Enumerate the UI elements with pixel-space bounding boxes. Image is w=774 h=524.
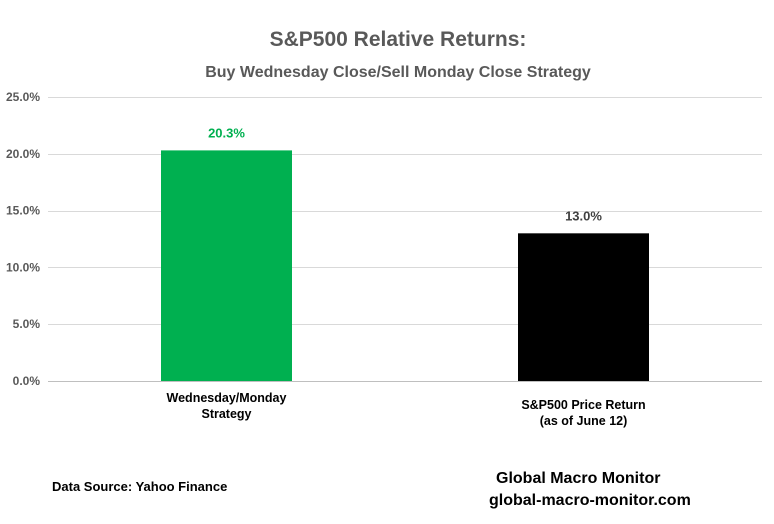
brand-url: global-macro-monitor.com bbox=[489, 492, 691, 509]
chart-subtitle: Buy Wednesday Close/Sell Monday Close St… bbox=[205, 64, 591, 81]
x-axis-categories: Wednesday/Monday Strategy S&P500 Price Ret… bbox=[167, 391, 646, 428]
data-source-note: Data Source: Yahoo Finance bbox=[52, 479, 228, 494]
data-label: 13.0% bbox=[565, 208, 602, 223]
category-label: S&P500 Price Return bbox=[521, 398, 645, 412]
data-labels: 20.3% 13.0% bbox=[208, 125, 602, 223]
y-tick-label: 20.0% bbox=[6, 147, 40, 161]
chart-title: S&P500 Relative Returns: bbox=[270, 28, 527, 51]
data-label: 20.3% bbox=[208, 125, 245, 140]
y-axis-ticks: 0.0% 5.0% 10.0% 15.0% 20.0% 25.0% bbox=[6, 90, 40, 388]
bar bbox=[518, 233, 649, 381]
bars bbox=[161, 150, 649, 381]
category-label: (as of June 12) bbox=[540, 414, 628, 428]
y-tick-label: 5.0% bbox=[13, 317, 41, 331]
y-tick-label: 15.0% bbox=[6, 204, 40, 218]
bar bbox=[161, 150, 292, 381]
gridlines bbox=[48, 97, 762, 382]
brand-name: Global Macro Monitor bbox=[496, 470, 661, 487]
category-label: Strategy bbox=[201, 407, 251, 421]
y-tick-label: 10.0% bbox=[6, 260, 40, 274]
y-tick-label: 0.0% bbox=[13, 374, 41, 388]
category-label: Wednesday/Monday bbox=[167, 391, 287, 405]
y-tick-label: 25.0% bbox=[6, 90, 40, 104]
